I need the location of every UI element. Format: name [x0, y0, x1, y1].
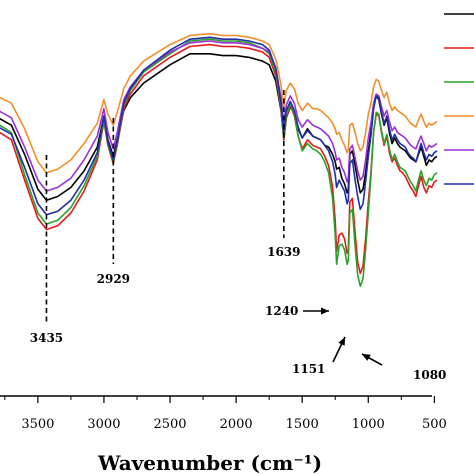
annotation-layer: 3435 2929 1639 1240 1151 1080 — [30, 90, 446, 382]
x-axis-ticks: 3500 3000 2500 2000 1500 1000 500 — [4, 396, 447, 432]
annotation-label-3435: 3435 — [30, 331, 63, 345]
arrow-head-1151 — [338, 337, 345, 346]
legend — [444, 13, 474, 185]
annotation-label-1240: 1240 — [265, 304, 298, 318]
arrow-head-1080 — [362, 354, 371, 361]
annotation-label-1080: 1080 — [413, 368, 446, 382]
series-layer — [0, 32, 438, 287]
series-line-6 — [0, 36, 438, 216]
series-line-1 — [0, 53, 438, 201]
x-tick-label-1000: 1000 — [352, 417, 385, 432]
x-tick-label-3000: 3000 — [87, 417, 120, 432]
series-line-5 — [0, 40, 438, 192]
x-tick-label-2500: 2500 — [153, 417, 186, 432]
annotation-label-1639: 1639 — [267, 245, 300, 259]
annotation-label-1151: 1151 — [292, 362, 325, 376]
series-line-4 — [0, 32, 438, 174]
x-tick-label-1500: 1500 — [286, 417, 319, 432]
x-tick-label-3500: 3500 — [21, 417, 54, 432]
x-tick-label-500: 500 — [422, 417, 447, 432]
x-axis-title: Wavenumber (cm⁻¹) — [97, 451, 322, 474]
annotation-label-2929: 2929 — [97, 272, 130, 286]
arrow-head-1240 — [321, 307, 329, 315]
x-tick-label-2000: 2000 — [220, 417, 253, 432]
